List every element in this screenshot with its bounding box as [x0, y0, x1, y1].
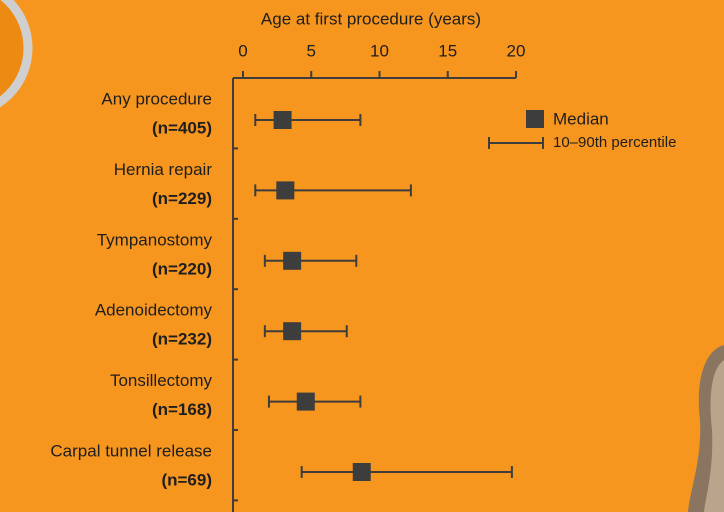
legend-swatch — [526, 110, 544, 128]
category-label: Any procedure — [101, 89, 212, 108]
x-tick-label: 5 — [307, 41, 316, 60]
n-label: (n=220) — [152, 259, 212, 278]
n-label: (n=168) — [152, 400, 212, 419]
x-tick-label: 20 — [507, 41, 526, 60]
decor-circle — [0, 0, 28, 114]
x-tick-label: 10 — [370, 41, 389, 60]
category-label: Tonsillectomy — [110, 371, 213, 390]
median-marker — [283, 252, 301, 270]
category-label: Tympanostomy — [97, 230, 213, 249]
axis-title: Age at first procedure (years) — [261, 9, 481, 28]
median-marker — [297, 393, 315, 411]
x-tick-label: 15 — [438, 41, 457, 60]
legend-label: 10–90th percentile — [553, 134, 676, 151]
median-marker — [276, 181, 294, 199]
median-marker — [283, 322, 301, 340]
n-label: (n=232) — [152, 330, 212, 349]
category-label: Carpal tunnel release — [50, 441, 212, 460]
page: {"chart_data": {"type": "dot-range", "ti… — [0, 0, 724, 512]
category-label: Adenoidectomy — [95, 301, 213, 320]
median-marker — [274, 111, 292, 129]
legend-label: Median — [553, 109, 609, 128]
x-tick-label: 0 — [238, 41, 247, 60]
median-marker — [353, 463, 371, 481]
n-label: (n=69) — [161, 470, 212, 489]
n-label: (n=229) — [152, 189, 212, 208]
category-label: Hernia repair — [114, 160, 213, 179]
n-label: (n=405) — [152, 118, 212, 137]
chart: Age at first procedure (years) 0 5 10 15 20 A… — [0, 0, 724, 512]
